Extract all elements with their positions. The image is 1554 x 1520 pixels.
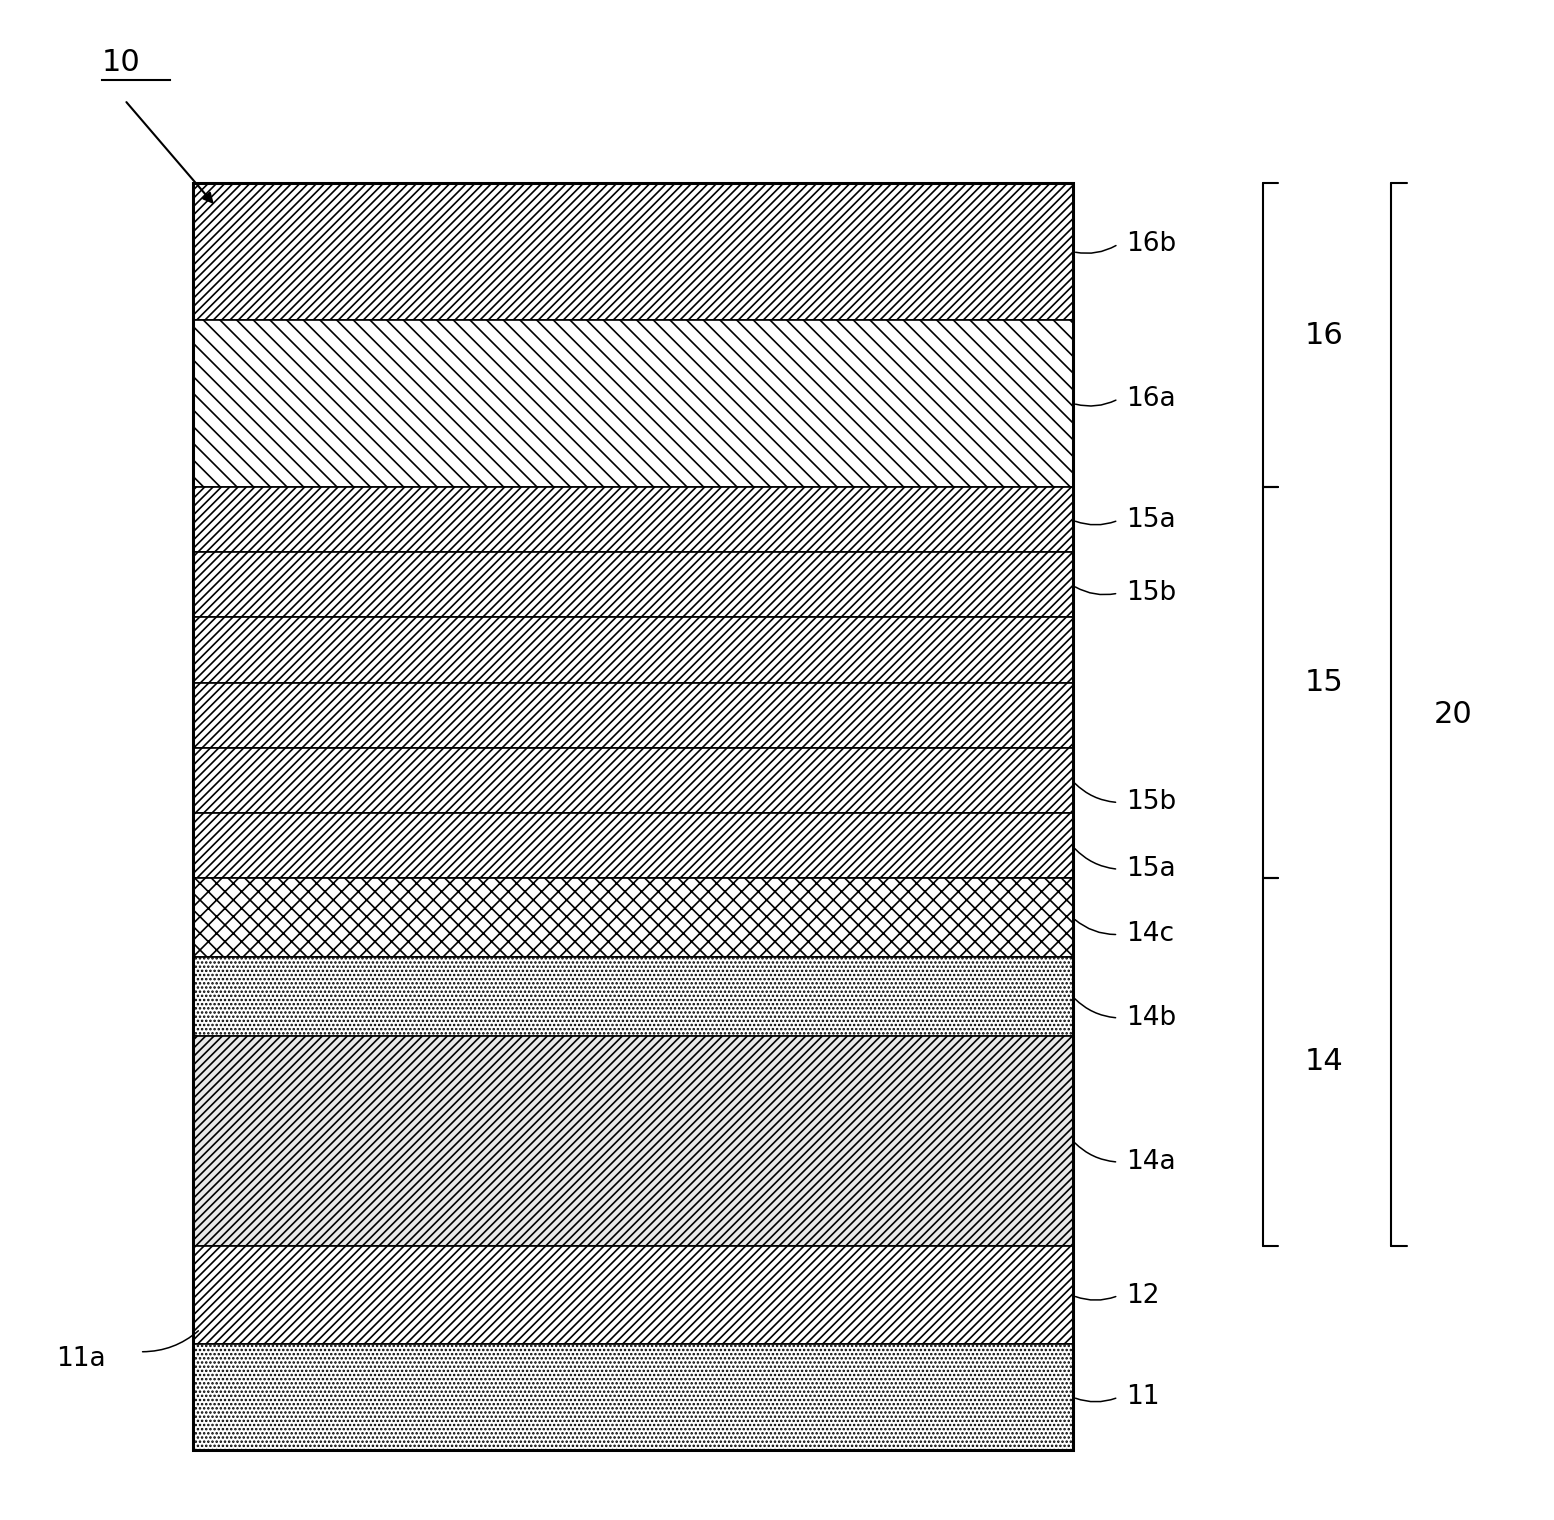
Text: 10: 10 (103, 47, 140, 76)
Text: 14b: 14b (1127, 1005, 1176, 1031)
Text: 16a: 16a (1127, 386, 1175, 412)
Text: 20: 20 (1434, 701, 1473, 730)
Bar (193, 1037, 1072, 1245)
Bar (193, 682, 1072, 748)
Text: 15a: 15a (1127, 856, 1175, 882)
Bar (193, 813, 1072, 879)
Text: 15b: 15b (1127, 789, 1176, 816)
Text: 12: 12 (1127, 1283, 1159, 1309)
Text: 16: 16 (1305, 321, 1344, 350)
Text: 16b: 16b (1127, 231, 1176, 257)
Text: 14: 14 (1305, 1047, 1344, 1076)
Bar (193, 321, 1072, 486)
Bar (193, 748, 1072, 813)
Bar (193, 184, 1072, 1450)
Bar (193, 617, 1072, 682)
Bar (193, 552, 1072, 617)
Text: 14c: 14c (1127, 921, 1175, 947)
Text: 11a: 11a (56, 1347, 106, 1373)
Bar (193, 879, 1072, 958)
Bar (193, 958, 1072, 1037)
Text: 15b: 15b (1127, 581, 1176, 606)
Text: 14a: 14a (1127, 1149, 1175, 1175)
Bar (193, 1344, 1072, 1450)
Bar (193, 1245, 1072, 1344)
Bar (193, 184, 1072, 321)
Bar (193, 486, 1072, 552)
Text: 11: 11 (1127, 1385, 1159, 1411)
Text: 15: 15 (1305, 669, 1344, 698)
Text: 15a: 15a (1127, 508, 1175, 534)
